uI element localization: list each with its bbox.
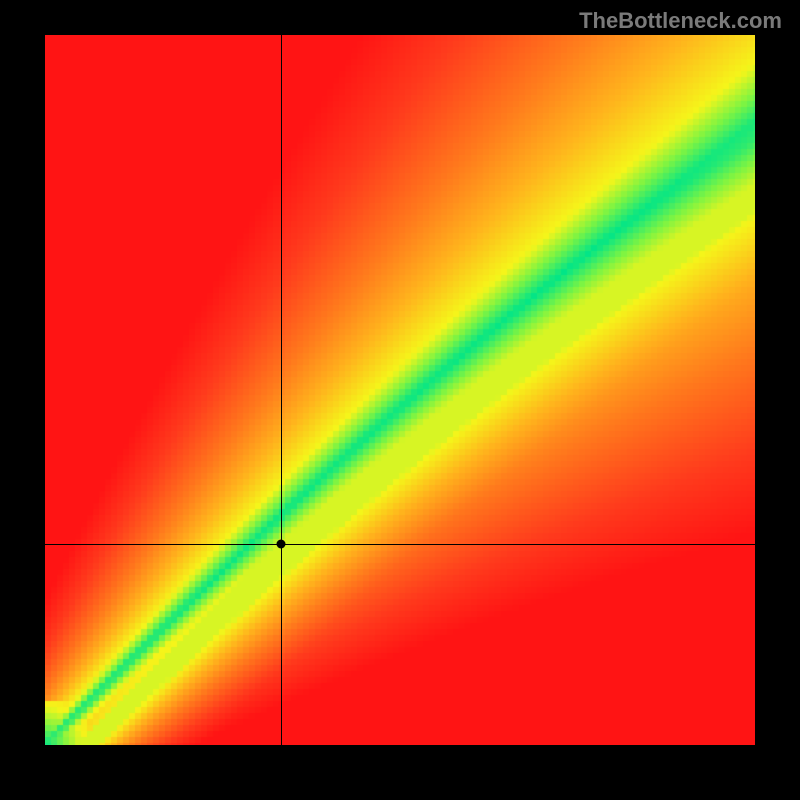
crosshair-marker bbox=[277, 540, 286, 549]
heatmap-canvas bbox=[45, 35, 755, 745]
crosshair-vertical bbox=[281, 35, 282, 745]
crosshair-horizontal bbox=[45, 544, 755, 545]
plot-area bbox=[45, 35, 755, 745]
watermark-text: TheBottleneck.com bbox=[579, 8, 782, 34]
